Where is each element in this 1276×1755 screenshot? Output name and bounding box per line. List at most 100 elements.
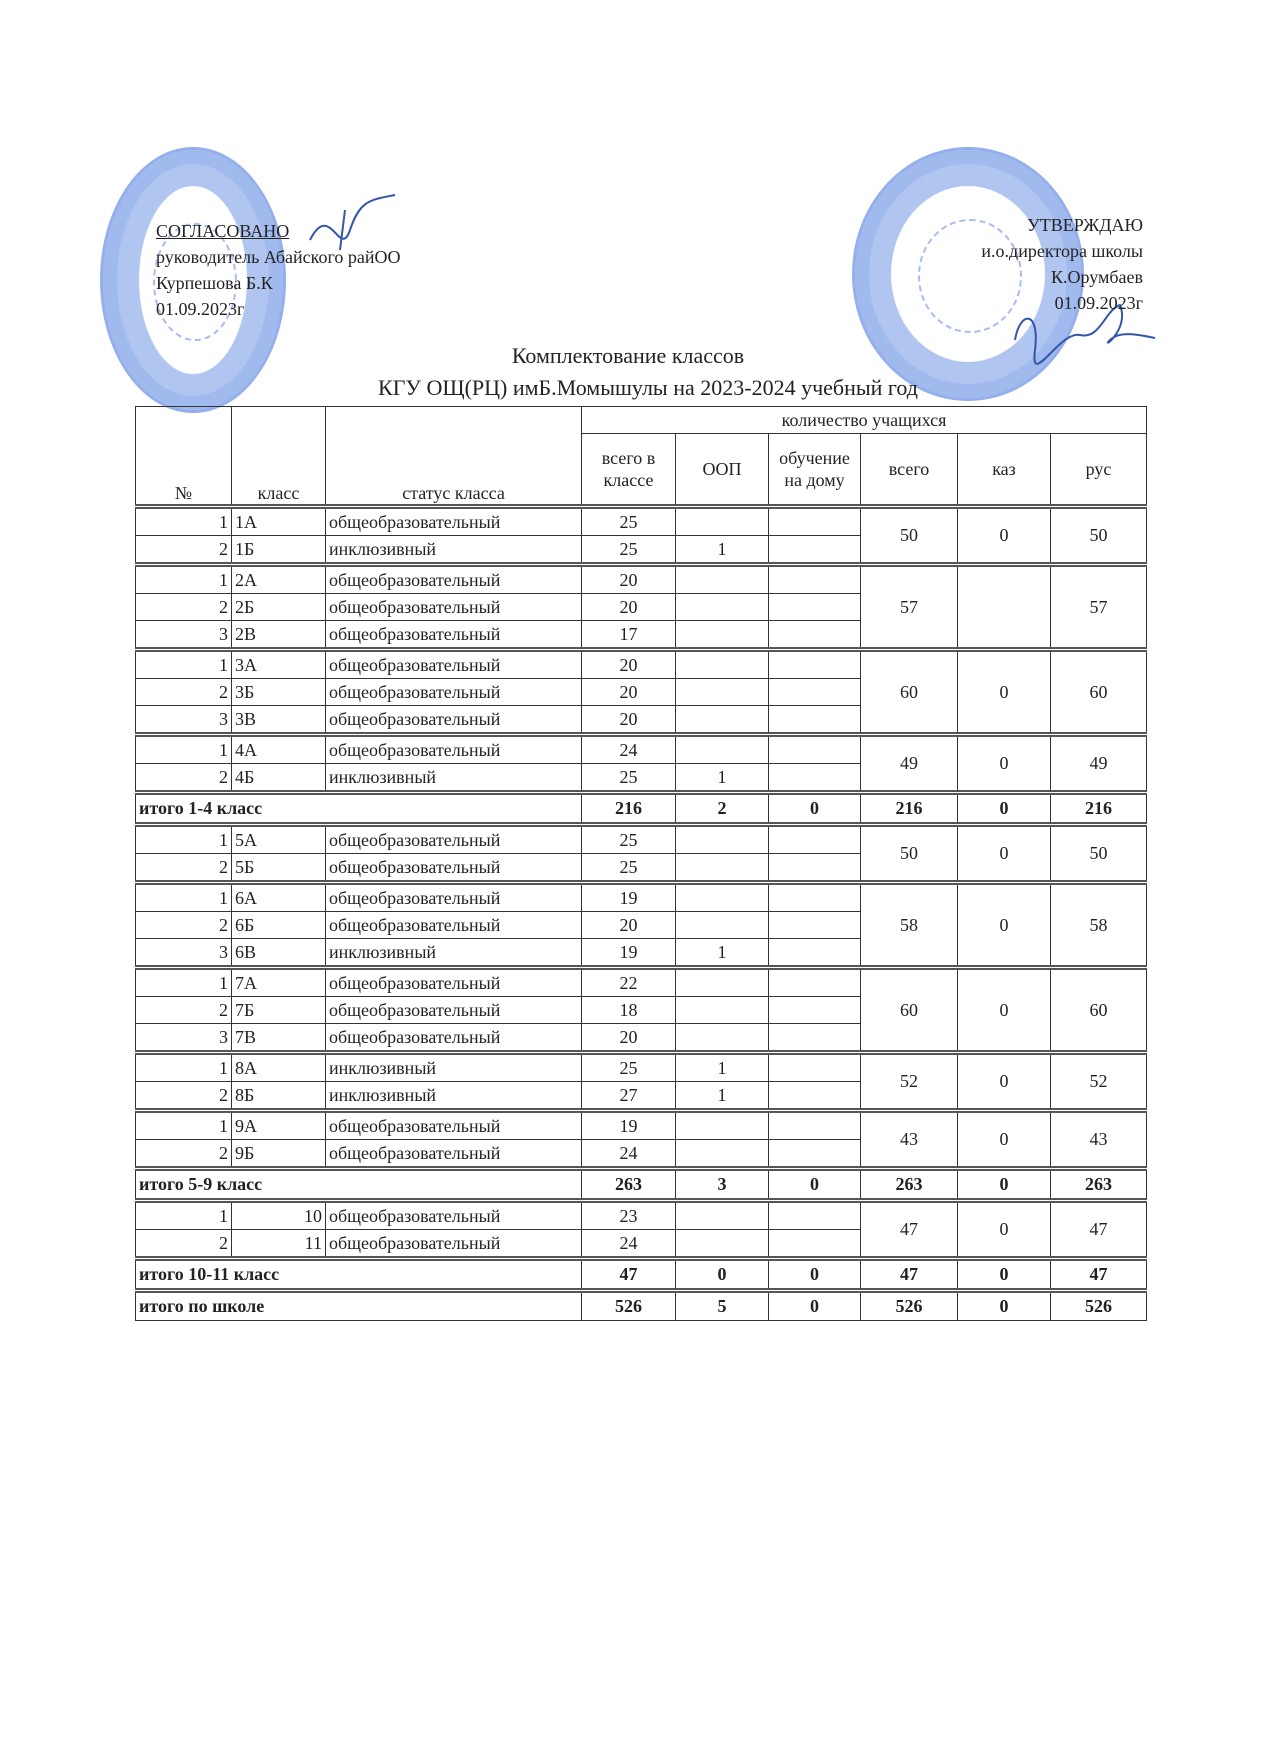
students-oop [675, 562, 769, 594]
students-oop [675, 678, 769, 706]
class-name: 10 [231, 1198, 326, 1230]
summary-kaz: 0 [957, 1166, 1051, 1201]
students-in-class: 20 [581, 678, 676, 706]
students-home [768, 880, 861, 912]
students-oop: 1 [675, 1050, 769, 1082]
students-in-class: 19 [581, 1108, 676, 1140]
students-home [768, 705, 861, 735]
summary-label: итого по школе [135, 1288, 582, 1321]
approval-right-heading: УТВЕРЖДАЮ [1026, 215, 1143, 235]
stamp-right [852, 147, 1084, 401]
students-home [768, 1081, 861, 1111]
row-number: 1 [135, 504, 232, 536]
table-row: 2 3Б общеобразовательный 20 [135, 678, 1147, 706]
class-status: общеобразовательный [325, 853, 582, 883]
students-oop [675, 880, 769, 912]
group-rus: 60 [1049, 965, 1148, 1053]
students-home [768, 965, 861, 997]
approval-left-heading: СОГЛАСОВАНО [156, 221, 290, 241]
class-name: 2Б [231, 593, 326, 621]
approval-right-name: К.Орумбаев [1050, 267, 1143, 287]
group-kaz: 0 [957, 880, 1051, 968]
summary-in-class: 263 [581, 1166, 676, 1201]
students-in-class: 25 [581, 1050, 676, 1082]
row-number: 2 [135, 678, 232, 706]
summary-home: 0 [768, 1288, 861, 1321]
summary-in-class: 216 [581, 790, 676, 825]
header-in-class: всего в классе [581, 433, 676, 507]
students-oop [675, 1139, 769, 1169]
class-name: 6Б [231, 911, 326, 939]
class-name: 6А [231, 880, 326, 912]
group-rus: 52 [1049, 1050, 1148, 1111]
students-home [768, 1108, 861, 1140]
students-home [768, 504, 861, 536]
group-kaz: 0 [957, 1050, 1051, 1111]
students-in-class: 20 [581, 562, 676, 594]
class-name: 2А [231, 562, 326, 594]
approval-left-position: руководитель Абайского райОО [156, 247, 401, 267]
row-number: 2 [135, 763, 232, 793]
group-rus: 49 [1049, 732, 1148, 793]
summary-in-class: 47 [581, 1256, 676, 1291]
students-home [768, 763, 861, 793]
class-status: общеобразовательный [325, 1229, 582, 1259]
class-status: общеобразовательный [325, 1108, 582, 1140]
group-rus: 50 [1049, 822, 1148, 883]
summary-label: итого 10-11 класс [135, 1256, 582, 1291]
row-number: 1 [135, 732, 232, 764]
students-in-class: 20 [581, 647, 676, 679]
students-home [768, 1139, 861, 1169]
row-number: 2 [135, 535, 232, 565]
students-oop [675, 620, 769, 650]
doc-subtitle: КГУ ОЩ(РЦ) имБ.Момышулы на 2023-2024 уче… [378, 375, 918, 400]
class-status: общеобразовательный [325, 880, 582, 912]
row-number: 2 [135, 996, 232, 1024]
summary-total: 47 [860, 1256, 958, 1291]
students-in-class: 25 [581, 535, 676, 565]
class-name: 6В [231, 938, 326, 968]
students-oop [675, 705, 769, 735]
summary-kaz: 0 [957, 790, 1051, 825]
class-name: 7А [231, 965, 326, 997]
students-oop: 1 [675, 1081, 769, 1111]
class-name: 8Б [231, 1081, 326, 1111]
students-home [768, 647, 861, 679]
table-row: 1 4А общеобразовательный 24 49 0 49 [135, 732, 1148, 793]
students-home [768, 732, 861, 764]
students-oop [675, 1108, 769, 1140]
students-oop [675, 996, 769, 1024]
class-name: 3В [231, 705, 326, 735]
summary-total: 526 [860, 1288, 958, 1321]
class-name: 4Б [231, 763, 326, 793]
class-name: 1Б [231, 535, 326, 565]
students-oop: 1 [675, 763, 769, 793]
row-number: 1 [135, 880, 232, 912]
group-total: 52 [860, 1050, 958, 1111]
row-number: 3 [135, 620, 232, 650]
summary-label: итого 5-9 класс [135, 1166, 582, 1201]
section-total-row: итого 10-11 класс 47 0 0 47 0 47 [135, 1256, 1148, 1291]
class-status: общеобразовательный [325, 996, 582, 1024]
class-status: общеобразовательный [325, 911, 582, 939]
group-rus: 57 [1049, 562, 1148, 650]
students-oop [675, 1198, 769, 1230]
students-in-class: 24 [581, 1229, 676, 1259]
row-number: 2 [135, 1081, 232, 1111]
group-rus: 47 [1049, 1198, 1148, 1259]
students-in-class: 25 [581, 504, 676, 536]
students-oop [675, 504, 769, 536]
students-in-class: 20 [581, 911, 676, 939]
approval-left-name: Курпешова Б.К [156, 273, 273, 293]
students-oop [675, 1229, 769, 1259]
group-rus: 50 [1049, 504, 1148, 565]
section-total-row: итого 1-4 класс 216 2 0 216 0 216 [135, 790, 1148, 825]
students-in-class: 25 [581, 853, 676, 883]
students-home [768, 996, 861, 1024]
header-home: обучение на дому [768, 433, 861, 507]
class-name: 5А [231, 822, 326, 854]
students-oop [675, 647, 769, 679]
summary-kaz: 0 [957, 1256, 1051, 1291]
students-home [768, 1023, 861, 1053]
table-row: 2 7Б общеобразовательный 18 [135, 996, 1147, 1024]
